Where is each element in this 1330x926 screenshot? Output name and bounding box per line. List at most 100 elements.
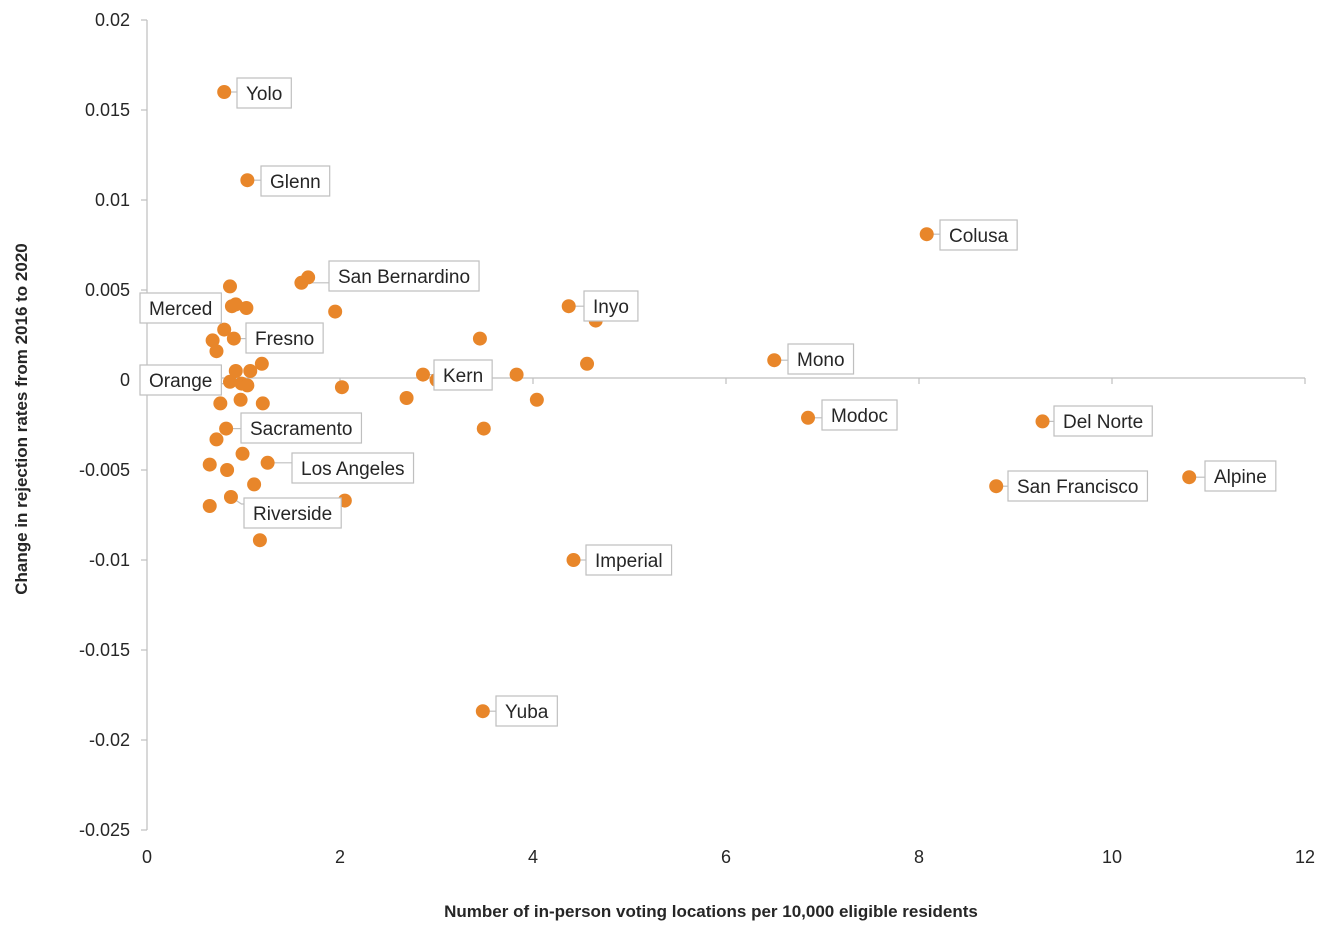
data-point xyxy=(247,477,262,492)
data-label: Alpine xyxy=(1214,467,1267,488)
data-point xyxy=(509,367,524,382)
data-label: Imperial xyxy=(595,551,663,572)
data-point xyxy=(205,333,220,348)
data-point xyxy=(476,421,491,436)
x-tick-label: 10 xyxy=(1102,847,1122,867)
data-label: San Bernardino xyxy=(338,267,470,288)
data-label-box xyxy=(139,292,222,324)
data-point xyxy=(472,331,487,346)
data-label: Yolo xyxy=(246,84,282,105)
x-tick-label: 4 xyxy=(528,847,538,867)
data-point xyxy=(217,85,232,99)
data-point xyxy=(202,457,217,472)
y-tick-label: -0.02 xyxy=(89,730,130,750)
data-point xyxy=(767,353,782,368)
data-label: Orange xyxy=(149,371,212,392)
data-label: Los Angeles xyxy=(301,459,405,480)
x-axis-title: Number of in-person voting locations per… xyxy=(444,902,978,921)
data-point xyxy=(217,322,232,337)
label-leaders xyxy=(217,91,1205,712)
data-point xyxy=(226,331,241,346)
data-point xyxy=(1035,414,1050,429)
data-label-box xyxy=(433,359,493,391)
data-label-box xyxy=(243,497,342,529)
data-point xyxy=(240,173,255,188)
x-tick-label: 8 xyxy=(914,847,924,867)
data-label-box xyxy=(1007,470,1149,502)
data-point xyxy=(580,356,595,371)
data-points xyxy=(202,85,1197,719)
data-label-box xyxy=(240,412,363,444)
data-point xyxy=(415,367,430,382)
data-point xyxy=(566,553,581,567)
x-axis: 0 2 4 6 8 10 12 xyxy=(142,377,1315,867)
data-label: Yuba xyxy=(505,702,549,723)
data-point xyxy=(209,344,224,359)
data-point xyxy=(222,279,237,294)
y-axis-title: Change in rejection rates from 2016 to 2… xyxy=(12,243,31,594)
data-point xyxy=(219,421,234,436)
data-point xyxy=(228,297,243,312)
y-tick-label: -0.005 xyxy=(79,460,130,480)
y-axis: 0.02 0.015 0.01 0.005 0 -0.005 -0.01 -0.015 -0.0… xyxy=(79,10,148,840)
data-point xyxy=(202,499,217,513)
data-point xyxy=(1182,470,1197,485)
data-point xyxy=(399,391,414,405)
data-point xyxy=(209,432,224,447)
data-point xyxy=(919,227,934,242)
x-tick-label: 12 xyxy=(1295,847,1315,867)
data-label-box xyxy=(260,165,331,197)
data-label-box xyxy=(328,260,480,292)
data-point xyxy=(223,490,238,504)
data-point xyxy=(243,364,258,378)
data-label-box xyxy=(787,343,855,375)
data-label: Fresno xyxy=(255,329,314,350)
data-point xyxy=(252,533,267,548)
data-label-box xyxy=(821,399,898,431)
data-label-box xyxy=(245,322,324,354)
data-point xyxy=(228,364,243,378)
data-label-box xyxy=(939,219,1018,251)
data-point xyxy=(334,380,349,395)
data-label-box xyxy=(291,452,415,484)
data-point xyxy=(255,396,270,411)
data-point xyxy=(529,392,544,407)
y-tick-label: 0 xyxy=(120,370,130,390)
data-label-box xyxy=(1053,405,1153,437)
x-tick-label: 6 xyxy=(721,847,731,867)
data-point xyxy=(989,479,1004,494)
data-point xyxy=(301,270,316,285)
data-point xyxy=(233,392,248,407)
data-label-box xyxy=(495,695,558,727)
y-tick-label: 0.015 xyxy=(85,100,130,120)
data-labels: Yolo Glenn San Bernardino Merced Fresno Orang… xyxy=(139,77,1277,727)
y-tick-label: -0.025 xyxy=(79,820,130,840)
data-label: Del Norte xyxy=(1063,412,1143,433)
data-label-box xyxy=(585,544,673,576)
y-tick-label: 0.02 xyxy=(95,10,130,30)
data-label: Inyo xyxy=(593,297,629,318)
x-tick-label: 0 xyxy=(142,847,152,867)
data-label-box xyxy=(583,290,639,322)
y-tick-label: 0.01 xyxy=(95,190,130,210)
data-label-box xyxy=(236,77,292,109)
data-label: Glenn xyxy=(270,172,321,193)
data-label: Mono xyxy=(797,350,845,371)
data-label: Merced xyxy=(149,299,212,320)
data-label: Sacramento xyxy=(250,419,352,440)
x-tick-label: 2 xyxy=(335,847,345,867)
data-label: Kern xyxy=(443,366,483,387)
y-tick-label: 0.005 xyxy=(85,280,130,300)
data-point xyxy=(475,704,490,719)
data-point xyxy=(240,378,255,393)
data-point xyxy=(213,396,228,411)
data-point xyxy=(235,446,250,461)
data-point xyxy=(220,463,235,477)
data-point xyxy=(561,299,576,314)
y-tick-label: -0.01 xyxy=(89,550,130,570)
data-label-box xyxy=(139,364,222,396)
data-label-box xyxy=(1204,460,1277,492)
y-tick-label: -0.015 xyxy=(79,640,130,660)
data-label: Colusa xyxy=(949,226,1009,247)
